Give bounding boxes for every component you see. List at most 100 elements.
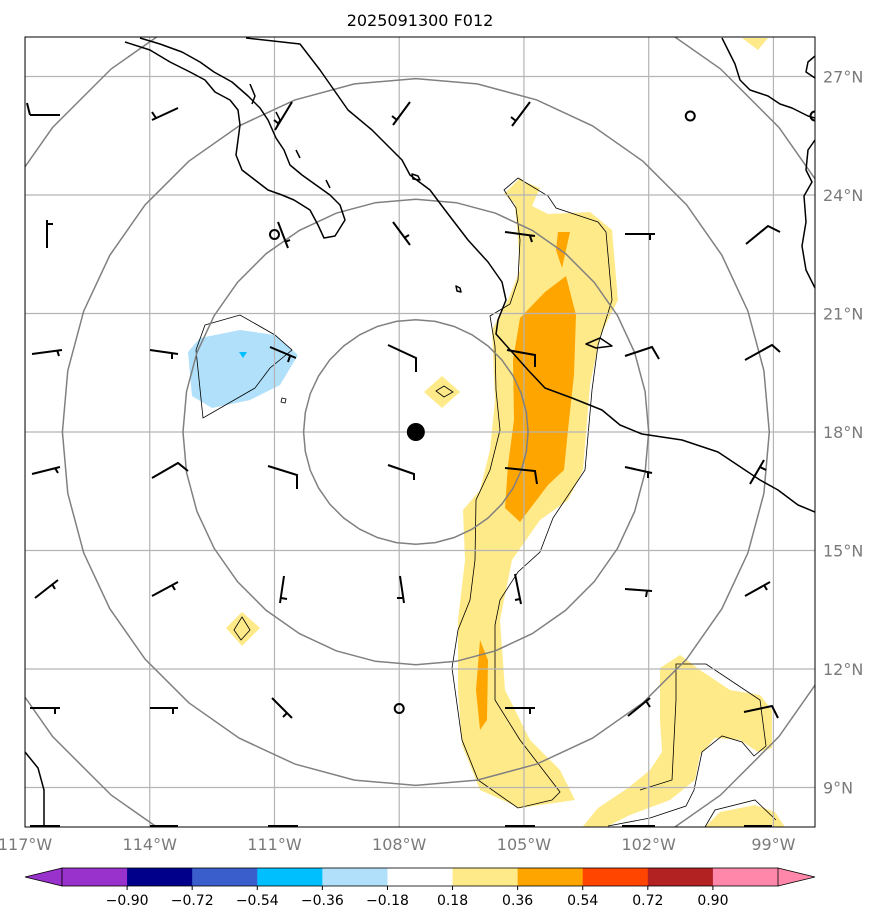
wind-barb bbox=[397, 575, 405, 604]
positive-field-yellow-small-north bbox=[504, 178, 538, 210]
wind-barb bbox=[149, 349, 179, 359]
wind-barbs bbox=[26, 101, 781, 827]
colorbar-segment bbox=[322, 868, 388, 886]
colorbar-segment bbox=[127, 868, 193, 886]
wind-barb bbox=[30, 707, 60, 714]
wind-barb bbox=[743, 704, 779, 719]
wind-barb bbox=[31, 349, 63, 357]
colorbar-tick-label: −0.18 bbox=[366, 893, 409, 909]
longitude-label: 102°W bbox=[622, 835, 677, 854]
calm-wind-circle bbox=[684, 110, 696, 122]
wind-barb bbox=[625, 233, 655, 240]
colorbar-tick-label: −0.90 bbox=[106, 893, 149, 909]
colorbar-tick-label: −0.72 bbox=[171, 893, 214, 909]
longitude-label: 99°W bbox=[751, 835, 795, 854]
longitude-label: 114°W bbox=[123, 835, 178, 854]
wind-barb bbox=[277, 221, 291, 249]
colorbar-tick-label: 0.18 bbox=[437, 893, 468, 909]
longitude-label: 111°W bbox=[247, 835, 302, 854]
wind-barb bbox=[504, 467, 538, 485]
wind-barb bbox=[46, 220, 53, 248]
colorbar-segment bbox=[452, 868, 519, 886]
wind-barb bbox=[744, 343, 781, 361]
wind-barb bbox=[273, 101, 293, 131]
coastline-baja-california bbox=[124, 37, 346, 239]
figure-title: 2025091300 F012 bbox=[347, 11, 494, 30]
latitude-label: 12°N bbox=[823, 660, 863, 679]
longitude-label: 105°W bbox=[497, 835, 552, 854]
wind-barb bbox=[279, 575, 288, 604]
wind-barb bbox=[271, 697, 293, 719]
wind-barb bbox=[749, 459, 767, 485]
calm-wind-circle bbox=[268, 229, 280, 240]
positive-field-orange-north-sliver bbox=[556, 232, 570, 268]
islet-socorro-east bbox=[455, 285, 462, 293]
negative-field-cyan-dot bbox=[239, 352, 247, 358]
contour-bottom-right bbox=[704, 799, 777, 827]
positive-field-orange-south-sliver bbox=[476, 640, 488, 730]
colorbar-tick-label: 0.54 bbox=[567, 893, 598, 909]
positive-field-yellow-patch-west bbox=[226, 612, 260, 646]
islet-small bbox=[411, 173, 421, 181]
colorbar-segment bbox=[582, 868, 649, 886]
contour-southeast bbox=[607, 663, 767, 827]
islet-coast-blob bbox=[585, 337, 613, 349]
calm-wind-circle bbox=[809, 110, 815, 122]
contour-lines bbox=[195, 177, 777, 827]
range-ring bbox=[182, 198, 650, 666]
longitude-labels: 117°W 114°W 111°W 108°W 105°W 102°W 99°W bbox=[0, 835, 796, 854]
map-frame bbox=[24, 36, 816, 828]
longitude-label: 117°W bbox=[0, 835, 52, 854]
colorbar-tick-label: 0.36 bbox=[502, 893, 533, 909]
colorbar: −0.90 −0.72 −0.54 −0.36 −0.18 0.18 0.36 0.54 0.7… bbox=[24, 867, 816, 909]
colorbar-tick-label: 0.72 bbox=[632, 893, 663, 909]
colorbar-segment bbox=[387, 868, 454, 886]
contour-patch-center bbox=[435, 385, 454, 398]
coastline-east-top bbox=[721, 37, 815, 119]
contour-coastal-band bbox=[451, 177, 613, 809]
positive-field-yellow-patch-center bbox=[424, 376, 460, 408]
colorbar-segment bbox=[192, 868, 258, 886]
wind-barb bbox=[504, 231, 536, 243]
coastline-west-edge bbox=[25, 751, 45, 827]
colorbar-segment bbox=[62, 868, 128, 886]
contour-patch-west bbox=[233, 616, 251, 641]
positive-field-yellow-top bbox=[742, 38, 768, 50]
contour-islet bbox=[280, 397, 287, 404]
latitude-labels: 27°N 24°N 21°N 18°N 15°N 12°N 9°N bbox=[823, 68, 863, 798]
wind-barb bbox=[745, 224, 781, 245]
wind-barb bbox=[514, 573, 522, 605]
colorbar-segment bbox=[647, 868, 714, 886]
coastline-east-edge bbox=[801, 55, 815, 289]
wind-barb bbox=[624, 588, 653, 598]
colorbar-extend-min bbox=[24, 867, 63, 887]
colorbar-extend-max bbox=[777, 867, 816, 887]
colorbar-tick-label: −0.36 bbox=[301, 893, 344, 909]
wind-barb bbox=[26, 102, 60, 116]
latitude-label: 9°N bbox=[823, 779, 853, 798]
positive-field-orange-core bbox=[505, 276, 576, 522]
wind-barb bbox=[267, 465, 298, 489]
wind-barb bbox=[269, 346, 297, 363]
colorbar-segment bbox=[712, 868, 779, 886]
wind-barb bbox=[151, 107, 179, 121]
negative-field-light-blue bbox=[188, 330, 298, 408]
colorbar-tick-label: 0.90 bbox=[697, 893, 728, 909]
wind-barb bbox=[624, 466, 653, 478]
wind-barb bbox=[510, 101, 531, 127]
wind-barb bbox=[151, 461, 189, 479]
latitude-label: 21°N bbox=[823, 305, 863, 324]
longitude-label: 108°W bbox=[372, 835, 427, 854]
colorbar-segment bbox=[257, 868, 323, 886]
wind-barb bbox=[34, 579, 59, 599]
positive-field-yellow-southeast bbox=[582, 655, 772, 827]
wind-barb bbox=[387, 344, 417, 372]
wind-barb bbox=[150, 707, 178, 714]
range-ring bbox=[61, 77, 771, 787]
latitude-label: 24°N bbox=[823, 186, 863, 205]
calm-wind-circle bbox=[393, 703, 405, 714]
latitude-label: 27°N bbox=[823, 68, 863, 87]
colorbar-outline bbox=[61, 867, 779, 887]
